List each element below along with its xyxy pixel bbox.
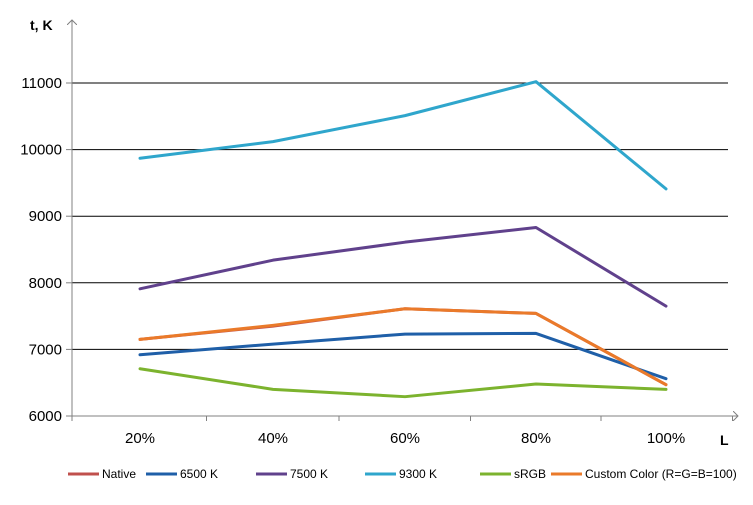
y-tick-label: 6000 <box>29 408 62 425</box>
x-tick-label: 20% <box>125 430 155 447</box>
y-axis-title: t, K <box>30 17 53 33</box>
legend-item: 9300 K <box>365 467 437 481</box>
series-line-srgb <box>138 367 668 399</box>
y-tick-label: 11000 <box>21 75 62 92</box>
legend-label: sRGB <box>514 467 546 481</box>
y-tick-labels: 6000 7000 8000 9000 10000 11000 <box>20 75 62 425</box>
y-tick-label: 8000 <box>29 275 62 292</box>
x-tick-label: 100% <box>647 430 685 447</box>
legend-label: Native <box>102 467 136 481</box>
series-line-custom-color-r-g-b-100 <box>138 307 668 387</box>
legend-item: 7500 K <box>256 467 328 481</box>
legend-label: 9300 K <box>399 467 437 481</box>
axes <box>66 20 738 421</box>
x-axis-title: L <box>720 432 729 448</box>
legend-item: sRGB <box>480 467 546 481</box>
x-tick-label: 80% <box>521 430 551 447</box>
series-line-native <box>138 307 668 387</box>
y-tick-label: 10000 <box>20 142 62 159</box>
series-lines <box>138 80 668 399</box>
legend-item: Native <box>68 467 136 481</box>
series-line-9300-k <box>138 80 668 191</box>
x-tick-labels: 20% 40% 60% 80% 100% <box>125 430 685 447</box>
y-tick-label: 9000 <box>29 208 62 225</box>
x-tick-label: 40% <box>258 430 288 447</box>
series-line-7500-k <box>138 226 668 308</box>
series-line-6500-k <box>138 331 668 381</box>
legend-label: 7500 K <box>290 467 328 481</box>
legend-label: Custom Color (R=G=B=100) <box>585 467 737 481</box>
legend: Native 6500 K 7500 K 9300 K sRGB Custom Color… <box>68 467 737 481</box>
x-tick-label: 60% <box>390 430 420 447</box>
legend-item: Custom Color (R=G=B=100) <box>551 467 737 481</box>
y-tick-label: 7000 <box>29 341 62 358</box>
legend-item: 6500 K <box>146 467 218 481</box>
legend-label: 6500 K <box>180 467 218 481</box>
